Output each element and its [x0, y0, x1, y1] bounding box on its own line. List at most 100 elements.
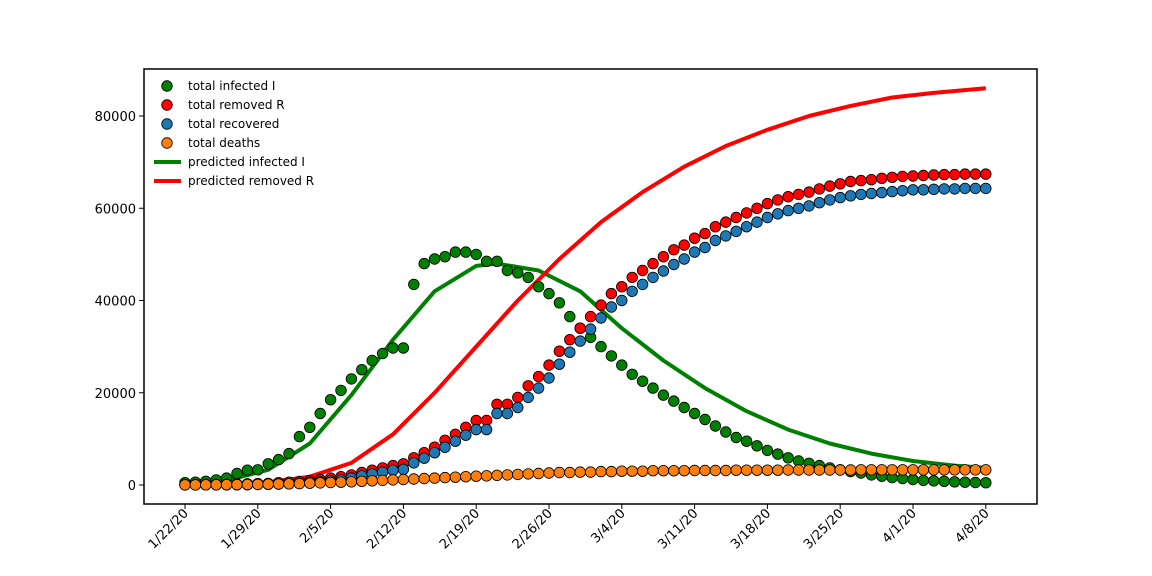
point-total-infected-i [928, 475, 940, 487]
point-total-recovered [834, 191, 846, 204]
point-total-deaths [553, 466, 566, 479]
legend-marker [161, 137, 173, 149]
x-tick-label: 3/25/20 [801, 506, 847, 552]
point-total-deaths [470, 470, 482, 482]
point-total-removed-r [647, 257, 659, 270]
point-total-removed-r [543, 359, 555, 371]
point-total-recovered [408, 457, 420, 469]
point-total-recovered [980, 182, 992, 195]
point-total-infected-i [262, 458, 274, 470]
y-axis: 0 20000 40000 60000 80000 [95, 110, 144, 494]
point-total-recovered [605, 301, 618, 313]
point-total-recovered [844, 190, 857, 202]
point-total-infected-i [782, 452, 794, 464]
point-total-removed-r [782, 190, 794, 203]
x-tick-label: 4/8/20 [952, 506, 992, 546]
point-total-deaths [938, 464, 950, 476]
point-total-deaths [543, 467, 555, 479]
point-total-removed-r [844, 175, 857, 188]
legend-label: predicted infected I [188, 155, 305, 169]
point-total-infected-i [740, 435, 753, 447]
point-total-recovered [865, 187, 878, 200]
point-total-infected-i [293, 430, 306, 443]
point-total-deaths [408, 473, 420, 485]
point-total-recovered [824, 194, 836, 206]
point-total-recovered [761, 211, 774, 224]
point-total-recovered [855, 188, 867, 201]
point-total-infected-i [252, 464, 264, 476]
legend-marker [161, 118, 173, 130]
point-total-deaths [293, 477, 306, 490]
point-total-deaths [200, 479, 212, 491]
point-total-infected-i [314, 407, 326, 420]
point-total-deaths [272, 478, 285, 490]
point-total-deaths [512, 468, 524, 481]
legend: total infected I total removed R total rec… [154, 79, 314, 188]
point-total-recovered [532, 382, 545, 394]
point-total-removed-r [740, 207, 753, 219]
point-total-deaths [220, 479, 233, 491]
point-total-deaths [709, 464, 722, 477]
point-total-recovered [543, 372, 555, 384]
point-total-recovered [626, 285, 638, 298]
point-total-recovered [959, 182, 971, 195]
point-total-removed-r [564, 334, 576, 346]
point-total-recovered [397, 463, 410, 476]
point-total-deaths [907, 464, 919, 476]
point-total-deaths [532, 467, 545, 480]
point-total-removed-r [834, 178, 846, 190]
point-total-removed-r [678, 239, 690, 251]
point-total-infected-i [595, 340, 607, 353]
point-total-recovered [480, 423, 493, 436]
point-total-infected-i [376, 347, 389, 360]
x-axis: 1/22/20 1/29/20 2/5/20 2/12/20 2/19/20 2/26/2… [146, 504, 993, 552]
point-total-recovered [512, 401, 524, 414]
point-total-infected-i [439, 251, 451, 263]
point-total-recovered [636, 278, 649, 291]
point-total-recovered [896, 184, 909, 197]
point-total-removed-r [605, 287, 618, 300]
point-total-deaths [876, 464, 888, 476]
point-total-deaths [314, 477, 326, 489]
point-total-recovered [678, 253, 690, 265]
point-total-recovered [616, 294, 628, 307]
point-total-infected-i [720, 426, 732, 438]
point-total-infected-i [917, 474, 930, 487]
point-total-infected-i [751, 440, 763, 452]
point-total-deaths [595, 465, 607, 478]
point-total-recovered [460, 429, 472, 441]
point-total-removed-r [928, 169, 940, 181]
point-total-infected-i [564, 310, 576, 323]
line-predicted-infected-i [184, 261, 986, 486]
point-total-recovered [553, 358, 566, 370]
point-total-deaths [772, 464, 784, 476]
point-total-deaths [283, 478, 295, 490]
point-total-infected-i [688, 407, 701, 420]
point-total-deaths [210, 479, 222, 491]
point-total-deaths [304, 477, 316, 489]
point-total-infected-i [345, 373, 358, 385]
point-total-removed-r [907, 170, 919, 182]
point-total-removed-r [772, 194, 784, 206]
point-total-removed-r [813, 183, 826, 195]
point-total-recovered [688, 246, 701, 258]
x-tick-label: 3/4/20 [588, 506, 628, 546]
point-total-infected-i [335, 384, 347, 397]
point-total-infected-i [616, 359, 628, 371]
point-total-infected-i [626, 368, 638, 381]
point-total-recovered [730, 225, 742, 238]
y-tick-label: 60000 [95, 202, 136, 217]
point-total-infected-i [387, 342, 399, 354]
point-total-removed-r [855, 174, 867, 187]
point-total-infected-i [522, 271, 534, 284]
point-total-deaths [428, 472, 441, 484]
point-total-infected-i [324, 394, 337, 406]
point-total-infected-i [532, 281, 545, 293]
point-total-removed-r [865, 173, 878, 186]
point-total-infected-i [699, 413, 711, 426]
x-tick-label: 3/18/20 [728, 506, 774, 552]
point-total-removed-r [522, 380, 534, 392]
point-total-removed-r [584, 310, 597, 323]
point-total-recovered [522, 391, 534, 404]
